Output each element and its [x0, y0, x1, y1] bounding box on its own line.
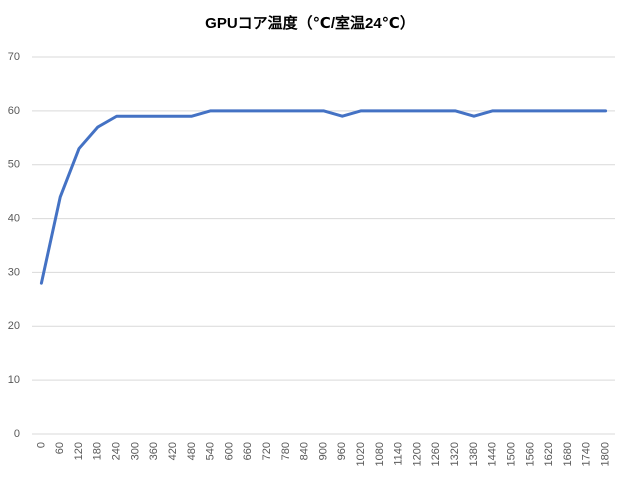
x-tick-label: 240 — [111, 442, 123, 460]
x-tick-label: 1380 — [468, 442, 480, 466]
x-tick-label: 300 — [129, 442, 141, 460]
x-tick-label: 1740 — [581, 442, 593, 466]
x-tick-label: 1800 — [600, 442, 612, 466]
x-tick-label: 780 — [280, 442, 292, 460]
x-tick-label: 180 — [92, 442, 104, 460]
x-tick-label: 1200 — [411, 442, 423, 466]
x-tick-label: 960 — [336, 442, 348, 460]
line — [39, 109, 608, 285]
x-tick-label: 120 — [73, 442, 85, 460]
x-tick-label: 1080 — [374, 442, 386, 466]
x-tick-label: 1140 — [393, 442, 405, 466]
x-tick-label: 1440 — [487, 442, 499, 466]
x-tick-label: 1020 — [355, 442, 367, 466]
x-tick-label: 720 — [261, 442, 273, 460]
x-tick-label: 600 — [223, 442, 235, 460]
y-tick-label: 0 — [14, 428, 20, 440]
x-tick-label: 1560 — [524, 442, 536, 466]
x-tick-label: 1320 — [449, 442, 461, 466]
x-tick-label: 900 — [317, 442, 329, 460]
x-tick-label: 420 — [167, 442, 179, 460]
x-tick-label: 1620 — [543, 442, 555, 466]
x-tick-label: 1500 — [505, 442, 517, 466]
x-tick-label: 1260 — [430, 442, 442, 466]
x-tick-label: 540 — [205, 442, 217, 460]
x-tick-label: 660 — [242, 442, 254, 460]
x-tick-label: 360 — [148, 442, 160, 460]
chart-title: GPUコア温度（℃/室温24℃） — [205, 14, 415, 32]
y-tick-label: 50 — [8, 159, 20, 171]
y-tick-label: 10 — [8, 374, 20, 386]
y-tick-label: 70 — [8, 51, 20, 63]
y-tick-label: 60 — [8, 105, 20, 117]
x-tick-label: 0 — [35, 442, 47, 448]
y-tick-label: 20 — [8, 320, 20, 332]
y-tick-label: 40 — [8, 212, 20, 224]
x-tick-label: 60 — [54, 442, 66, 454]
x-tick-label: 480 — [186, 442, 198, 460]
x-tick-label: 1680 — [562, 442, 574, 466]
x-tick-label: 840 — [299, 442, 311, 460]
y-tick-label: 30 — [8, 266, 20, 278]
